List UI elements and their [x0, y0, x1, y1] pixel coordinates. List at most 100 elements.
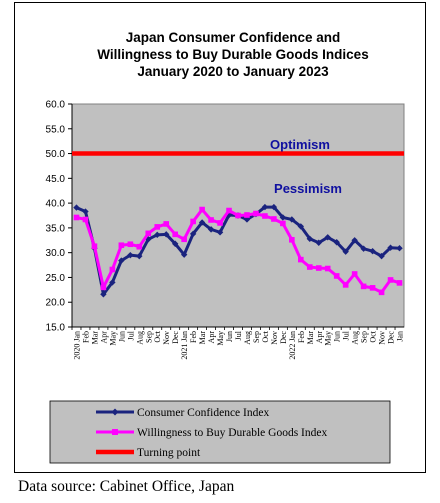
consumer-confidence-point: [306, 235, 313, 242]
x-tick-label: 2020 Jan: [72, 331, 81, 360]
x-tick-label: Jun: [333, 331, 342, 342]
consumer-confidence-point: [109, 279, 116, 286]
durable-goods-point: [154, 224, 161, 230]
x-tick-label: Jun: [225, 331, 234, 342]
x-tick-label: Jan: [396, 331, 405, 342]
consumer-confidence-point: [378, 252, 385, 260]
consumer-confidence-point: [100, 291, 107, 298]
x-tick-label: May: [216, 331, 225, 346]
durable-goods-point: [289, 236, 295, 243]
x-tick-label: Mar: [198, 331, 207, 345]
consumer-confidence-point: [127, 251, 134, 259]
consumer-confidence-point: [198, 219, 206, 226]
durable-goods-point: [369, 285, 376, 291]
y-tick-label: 45.0: [46, 174, 66, 185]
consumer-confidence-point: [324, 234, 331, 241]
x-tick-label: Aug: [351, 331, 360, 345]
x-tick-label: Jul: [126, 330, 135, 340]
durable-goods-point: [271, 216, 277, 222]
x-tick-label: Nov: [162, 331, 171, 345]
consumer-confidence-point: [243, 216, 251, 223]
x-tick-label: Nov: [378, 331, 387, 345]
y-tick-label: 15.0: [46, 323, 66, 334]
x-tick-label: Sep: [360, 331, 369, 343]
durable-goods-point: [333, 273, 340, 279]
x-tick-label: Jul: [234, 330, 243, 340]
legend-consumer-confidence-marker: [111, 408, 119, 416]
durable-goods-point: [127, 241, 134, 248]
consumer-confidence-point: [154, 231, 161, 239]
chart-title-line-1: Japan Consumer Confidence and: [126, 30, 341, 45]
durable-goods-point: [253, 210, 259, 217]
y-tick-label: 20.0: [46, 298, 66, 309]
consumer-confidence-point: [207, 226, 215, 233]
legend-consumer-confidence-label: Consumer Confidence Index: [137, 407, 269, 419]
consumer-confidence-point: [189, 230, 197, 238]
durable-goods-point: [190, 218, 196, 225]
x-tick-label: Nov: [270, 331, 279, 345]
durable-goods-point: [163, 221, 170, 227]
y-axis: 60.0 55.0 50.0 45.0 40.0 35.0 30.0 25.0 20.0 15.0: [46, 100, 73, 334]
durable-goods-point: [387, 277, 394, 283]
x-tick-label: Sep: [252, 331, 261, 343]
y-tick-label: 35.0: [46, 223, 66, 234]
x-tick-label: Apr: [315, 331, 324, 344]
consumer-confidence-point: [136, 252, 143, 260]
durable-goods-point: [145, 230, 152, 237]
x-tick-label: Feb: [81, 331, 90, 343]
chart-title-line-2: Willingness to Buy Durable Goods Indices: [97, 47, 368, 62]
consumer-confidence-point: [163, 231, 170, 238]
durable-goods-point: [91, 243, 98, 250]
series-layer: [73, 203, 403, 298]
durable-goods-point: [109, 266, 116, 273]
x-tick-label: Aug: [135, 331, 144, 345]
durable-goods-point: [315, 265, 322, 271]
x-tick-label: Mar: [306, 331, 315, 345]
x-tick-label: Aug: [243, 331, 252, 345]
x-tick-label: Sep: [144, 331, 153, 343]
consumer-confidence-point: [288, 216, 296, 223]
durable-goods-point: [280, 220, 286, 227]
x-tick-label: Feb: [189, 331, 198, 343]
durable-goods-point: [396, 280, 403, 286]
y-tick-label: 50.0: [46, 149, 66, 160]
legend-durable-goods-marker: [112, 429, 118, 435]
x-tick-label: May: [108, 331, 117, 346]
consumer-confidence-point: [396, 245, 403, 252]
x-tick-label: Apr: [99, 331, 108, 344]
durable-goods-point: [181, 236, 187, 243]
durable-goods-point: [172, 231, 178, 238]
x-tick-label: 2022 Jan: [288, 331, 297, 360]
durable-goods-point: [208, 217, 214, 223]
consumer-confidence-point: [315, 239, 322, 246]
consumer-confidence-point: [369, 247, 376, 255]
x-tick-label: Jun: [117, 331, 126, 342]
consumer-confidence-point: [351, 237, 358, 244]
durable-goods-point: [360, 283, 367, 290]
durable-goods-point: [199, 206, 205, 213]
durable-goods-point: [226, 207, 232, 214]
y-tick-label: 55.0: [46, 124, 66, 135]
x-tick-label: Mar: [90, 331, 99, 345]
legend: Consumer Confidence Index Willingness to …: [96, 407, 327, 459]
consumer-confidence-point: [387, 244, 394, 251]
x-tick-label: Jul: [342, 330, 351, 340]
chart-title-line-3: January 2020 to January 2023: [137, 64, 329, 79]
consumer-confidence-point: [279, 214, 287, 221]
x-tick-label: Apr: [207, 331, 216, 344]
consumer-confidence-point: [216, 229, 224, 236]
y-tick-label: 40.0: [46, 199, 66, 210]
annotation-optimism: Optimism: [270, 137, 330, 152]
x-tick-label: Dec: [387, 331, 396, 344]
consumer-confidence-point: [297, 223, 305, 230]
x-tick-label: 2021 Jan: [180, 331, 189, 360]
durable-goods-point: [306, 264, 313, 270]
x-tick-label: Oct: [369, 330, 378, 342]
durable-goods-point: [100, 284, 107, 291]
x-tick-label: Feb: [297, 331, 306, 343]
consumer-confidence-point: [73, 204, 80, 211]
durable-goods-point: [235, 212, 241, 219]
consumer-confidence-point: [261, 203, 269, 211]
